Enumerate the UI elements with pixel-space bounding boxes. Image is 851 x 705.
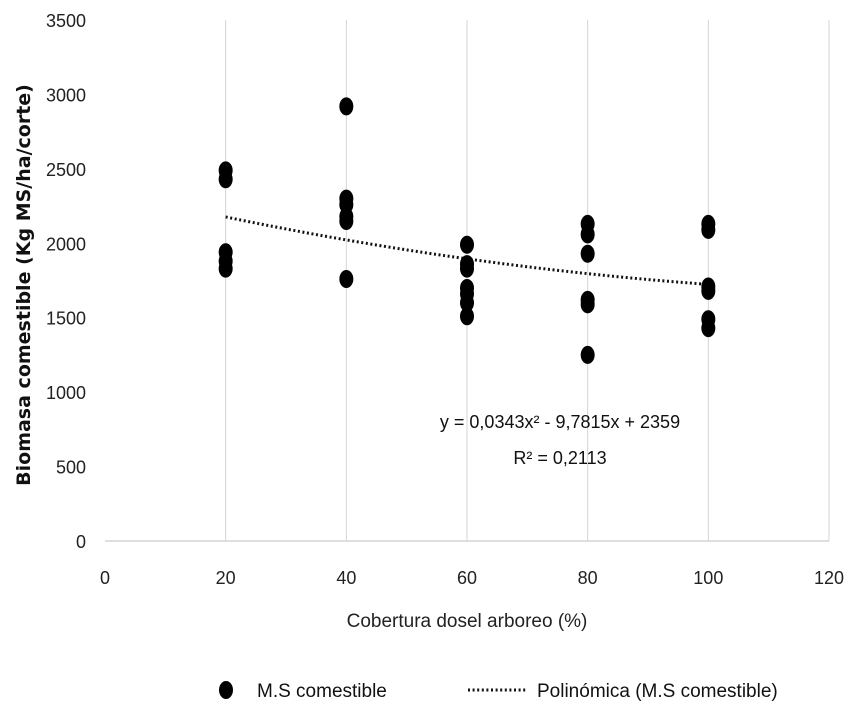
legend: M.S comestible Polinómica (M.S comestibl…	[219, 681, 778, 702]
legend-marker-icon	[219, 681, 233, 699]
x-tick-label: 60	[457, 568, 477, 588]
y-tick-labels: 0 500 1000 1500 2000 2500 3000 3500	[46, 11, 86, 552]
y-axis-title: Biomasa comestible (Kg MS/ha/corte)	[13, 84, 35, 486]
data-point	[580, 225, 595, 244]
data-point	[580, 345, 595, 364]
legend-label-scatter: M.S comestible	[257, 681, 387, 702]
y-tick-label: 500	[56, 458, 86, 478]
equation-label: y = 0,0343x² - 9,7815x + 2359	[440, 412, 680, 432]
x-tick-labels: 0 20 40 60 80 100 120	[100, 568, 844, 588]
y-tick-label: 0	[76, 532, 86, 552]
x-tick-label: 100	[693, 568, 723, 588]
y-tick-label: 1500	[46, 309, 86, 329]
y-tick-label: 2500	[46, 160, 86, 180]
data-point	[701, 220, 716, 239]
data-point	[701, 319, 716, 338]
x-axis-title: Cobertura dosel arboreo (%)	[347, 611, 588, 632]
legend-label-trendline: Polinómica (M.S comestible)	[537, 681, 778, 702]
data-point	[701, 281, 716, 300]
data-point	[339, 270, 354, 289]
data-point	[460, 235, 474, 254]
data-point	[580, 295, 595, 314]
y-tick-label: 3500	[46, 11, 86, 31]
data-point	[339, 211, 354, 230]
r-squared-label: R² = 0,2113	[513, 448, 606, 468]
data-point	[218, 259, 233, 278]
data-points	[218, 97, 716, 364]
data-point	[339, 97, 354, 116]
x-tick-label: 20	[216, 568, 236, 588]
data-point	[218, 170, 233, 189]
data-point	[460, 259, 474, 278]
x-tick-label: 0	[100, 568, 110, 588]
y-tick-label: 3000	[46, 85, 86, 105]
y-tick-label: 2000	[46, 234, 86, 254]
data-point	[460, 293, 474, 312]
data-point	[460, 307, 474, 326]
y-tick-label: 1000	[46, 383, 86, 403]
data-point	[580, 244, 595, 263]
x-tick-label: 40	[336, 568, 356, 588]
x-tick-label: 80	[578, 568, 598, 588]
x-tick-label: 120	[814, 568, 844, 588]
